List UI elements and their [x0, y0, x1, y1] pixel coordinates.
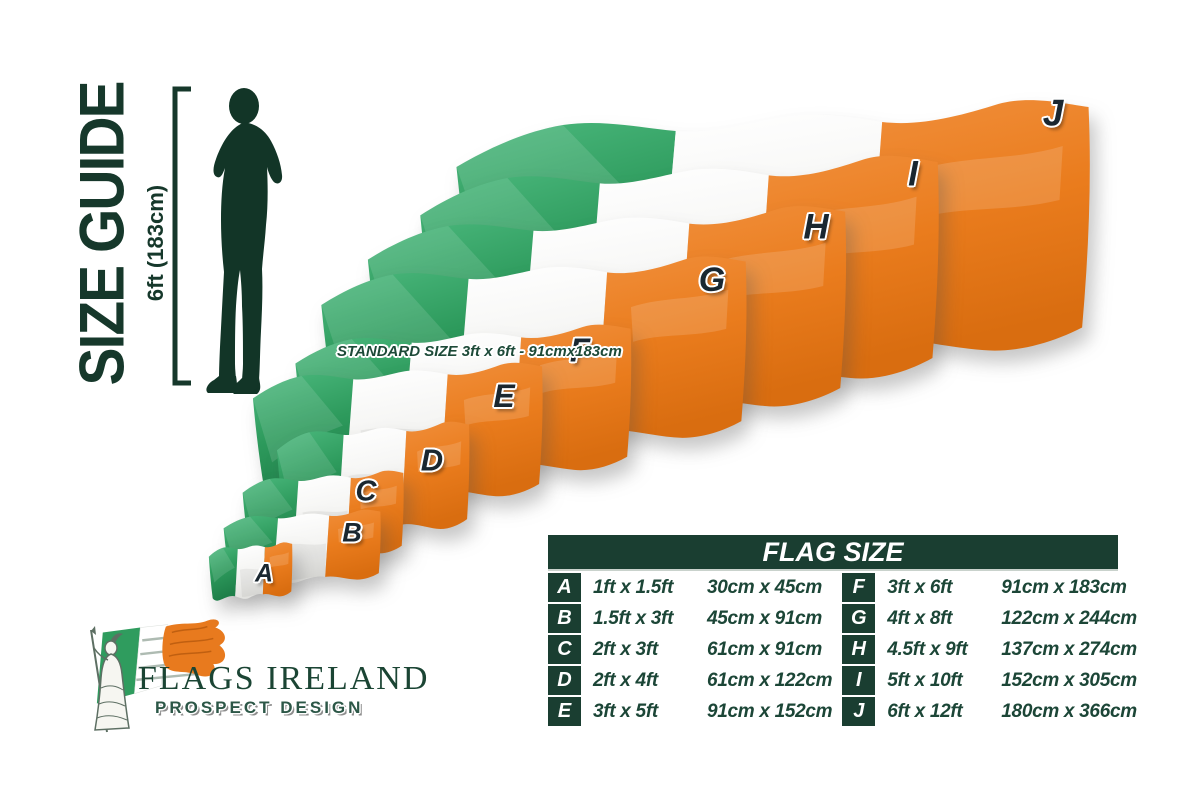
row-size-cm: 180cm x 366cm [1001, 700, 1137, 722]
measurement-bracket-icon [172, 86, 191, 386]
row-letter: A [548, 573, 581, 602]
flag-label-c: C [355, 475, 377, 508]
height-label: 6ft (183cm) [143, 184, 168, 301]
table-row: J 6ft x 12ft 180cm x 366cm [842, 697, 1137, 726]
row-size-cm: 45cm x 91cm [707, 607, 823, 629]
brand-logo: FLAGS IRELAND PROSPECT DESIGN [75, 612, 495, 757]
row-size-cm: 152cm x 305cm [1001, 669, 1137, 691]
table-row: D 2ft x 4ft 61cm x 122cm [548, 666, 833, 695]
row-size-ft: 6ft x 12ft [887, 700, 963, 722]
row-size-ft: 2ft x 4ft [593, 669, 658, 691]
standard-size-note: STANDARD SIZE 3ft x 6ft - 91cmx183cm [337, 343, 622, 360]
row-size-cm: 91cm x 152cm [707, 700, 833, 722]
table-row: C 2ft x 3ft 61cm x 91cm [548, 635, 833, 664]
row-letter: I [842, 666, 876, 695]
row-size-ft: 3ft x 6ft [887, 576, 953, 598]
row-size-cm: 137cm x 274cm [1001, 638, 1137, 660]
table-row: F 3ft x 6ft 91cm x 183cm [842, 573, 1137, 602]
row-size-ft: 4ft x 8ft [887, 607, 953, 629]
row-size-cm: 122cm x 244cm [1001, 607, 1137, 629]
table-column-right: F 3ft x 6ft 91cm x 183cm G 4ft x 8ft 122cm… [842, 571, 1137, 726]
flag-label-j: J [1042, 92, 1064, 134]
flag-label-b: B [342, 517, 362, 548]
row-letter: G [842, 604, 876, 633]
row-size-ft: 4.5ft x 9ft [887, 638, 968, 660]
table-column-left: A 1ft x 1.5ft 30cm x 45cm B 1.5ft x 3ft 45… [548, 571, 833, 726]
row-letter: E [548, 697, 581, 726]
table-row: I 5ft x 10ft 152cm x 305cm [842, 666, 1137, 695]
row-size-cm: 61cm x 91cm [707, 638, 823, 660]
row-size-ft: 1.5ft x 3ft [593, 607, 674, 629]
row-size-ft: 1ft x 1.5ft [593, 576, 674, 598]
row-letter: B [548, 604, 581, 633]
row-size-cm: 30cm x 45cm [707, 576, 823, 598]
flag-a [208, 542, 293, 601]
flag-label-e: E [493, 378, 515, 414]
flag-label-i: I [908, 154, 918, 194]
row-size-ft: 3ft x 5ft [593, 700, 658, 722]
table-title: FLAG SIZE [548, 535, 1118, 571]
flag-label-f: F [569, 331, 591, 369]
size-guide-title: SIZE GUIDE [67, 82, 139, 386]
flag-label-g: G [698, 261, 726, 299]
row-size-cm: 61cm x 122cm [707, 669, 833, 691]
row-size-ft: 5ft x 10ft [887, 669, 963, 691]
row-letter: F [842, 573, 876, 602]
row-size-cm: 91cm x 183cm [1001, 576, 1127, 598]
table-row: H 4.5ft x 9ft 137cm x 274cm [842, 635, 1137, 664]
table-row: G 4ft x 8ft 122cm x 244cm [842, 604, 1137, 633]
flag-label-d: D [420, 442, 444, 478]
row-letter: C [548, 635, 581, 664]
statue-icon [90, 626, 130, 733]
flag-size-table: FLAG SIZE A 1ft x 1.5ft 30cm x 45cm B 1.5… [548, 535, 1137, 726]
row-letter: H [842, 635, 876, 664]
row-letter: D [548, 666, 581, 695]
table-row: A 1ft x 1.5ft 30cm x 45cm [548, 573, 833, 602]
flag-label-a: A [254, 559, 274, 588]
table-row: E 3ft x 5ft 91cm x 152cm [548, 697, 833, 726]
table-row: B 1.5ft x 3ft 45cm x 91cm [548, 604, 833, 633]
person-silhouette-icon [206, 88, 283, 394]
row-letter: J [842, 697, 876, 726]
flag-label-h: H [803, 207, 829, 247]
brand-name: FLAGS IRELAND [138, 660, 430, 697]
row-size-ft: 2ft x 3ft [593, 638, 658, 660]
size-guide-title-box: SIZE GUIDE [56, 66, 150, 402]
brand-subtitle: PROSPECT DESIGN [155, 698, 364, 717]
